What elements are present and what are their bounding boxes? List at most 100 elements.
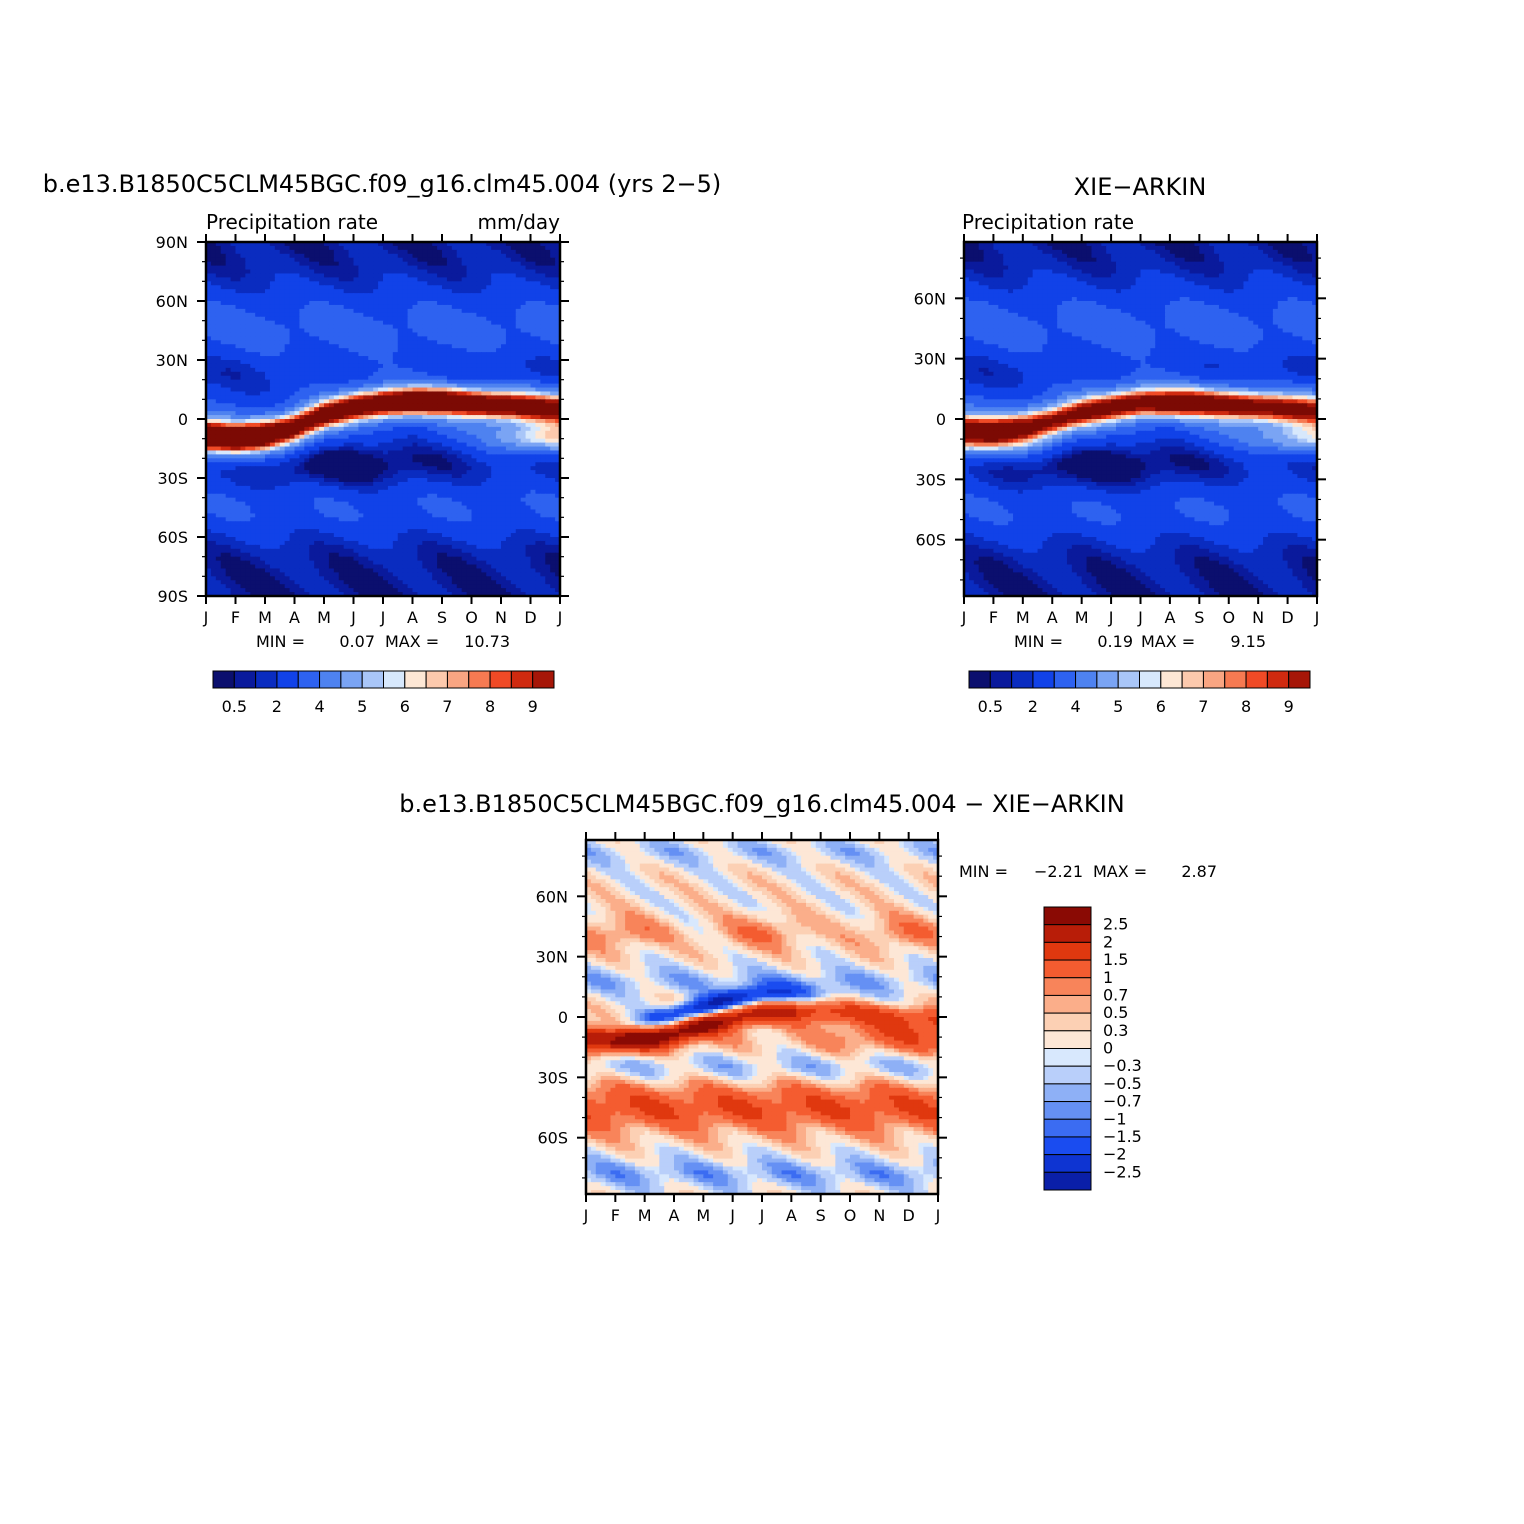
contour-cell (245, 493, 251, 499)
contour-cell (343, 273, 350, 278)
contour-cell (358, 257, 364, 263)
contour-cell (412, 261, 419, 267)
contour-cell (540, 344, 546, 349)
contour-cell (319, 293, 325, 298)
contour-cell (378, 403, 384, 408)
contour-cell (363, 505, 369, 511)
contour-cell (383, 367, 389, 373)
contour-cell (510, 363, 517, 369)
contour-cell (338, 289, 345, 294)
contour-cell (427, 269, 433, 275)
contour-cell (437, 430, 443, 436)
contour-cell (451, 297, 458, 302)
contour-cell (210, 497, 217, 503)
contour-cell (378, 438, 384, 444)
contour-cell (250, 383, 256, 389)
contour-cell (363, 320, 369, 326)
contour-cell (476, 387, 482, 393)
contour-cell (446, 253, 453, 259)
contour-cell (269, 422, 276, 428)
contour-cell (206, 493, 212, 499)
contour-cell (530, 312, 537, 318)
contour-cell (505, 324, 512, 330)
contour-cell (368, 269, 374, 275)
contour-cell (442, 289, 448, 294)
contour-cell (461, 344, 468, 349)
contour-cell (530, 454, 537, 459)
contour-cell (412, 419, 419, 424)
contour-cell (412, 336, 419, 341)
contour-cell (540, 395, 546, 400)
contour-cell (269, 297, 276, 302)
contour-cell (402, 265, 409, 271)
contour-cell (269, 375, 276, 381)
contour-cell (319, 253, 325, 259)
contour-cell (358, 340, 364, 345)
contour-cell (466, 312, 473, 318)
contour-cell (274, 387, 281, 393)
contour-cell (250, 481, 256, 487)
contour-cell (368, 249, 374, 255)
contour-cell (525, 395, 532, 400)
contour-cell (358, 474, 364, 479)
contour-cell (265, 281, 271, 286)
contour-cell (451, 481, 458, 487)
contour-cell (383, 316, 389, 322)
contour-cell (397, 434, 404, 440)
contour-cell (304, 379, 310, 385)
contour-cell (319, 249, 325, 255)
contour-cell (265, 293, 271, 298)
contour-cell (328, 450, 335, 455)
contour-cell (476, 375, 482, 381)
contour-cell (314, 415, 320, 420)
contour-cell (466, 422, 473, 428)
contour-cell (383, 352, 389, 357)
contour-cell (255, 513, 261, 518)
contour-cell (294, 434, 301, 440)
contour-cell (210, 489, 217, 495)
contour-cell (442, 509, 448, 514)
contour-cell (456, 454, 463, 459)
contour-cell (353, 249, 360, 255)
contour-cell (260, 269, 266, 275)
contour-cell (304, 363, 310, 369)
contour-cell (225, 411, 232, 416)
contour-cell (284, 470, 291, 475)
contour-cell (476, 379, 482, 385)
contour-cell (240, 426, 246, 432)
contour-cell (279, 285, 286, 290)
contour-cell (309, 304, 315, 310)
contour-cell (378, 328, 384, 334)
contour-cell (446, 458, 453, 463)
contour-cell (348, 489, 355, 495)
contour-cell (353, 509, 360, 514)
contour-cell (402, 316, 409, 322)
contour-cell (540, 493, 546, 499)
contour-cell (225, 415, 232, 420)
contour-cell (555, 430, 561, 436)
contour-cell (373, 344, 379, 349)
contour-cell (269, 454, 276, 459)
contour-cell (206, 403, 212, 408)
contour-cell (515, 450, 522, 455)
contour-cell (314, 489, 320, 495)
contour-cell (491, 371, 497, 377)
contour-cell (471, 297, 478, 302)
contour-cell (309, 442, 315, 448)
contour-cell (422, 509, 428, 514)
contour-cell (235, 320, 242, 326)
contour-cell (304, 446, 310, 452)
contour-cell (255, 415, 261, 420)
contour-cell (353, 379, 360, 385)
contour-cell (392, 391, 399, 396)
contour-cell (274, 297, 281, 302)
contour-cell (515, 399, 522, 404)
contour-cell (373, 249, 379, 255)
contour-cell (230, 497, 237, 503)
contour-cell (324, 316, 330, 322)
contour-cell (412, 391, 419, 396)
contour-cell (279, 466, 286, 471)
contour-cell (402, 411, 409, 416)
contour-cell (294, 316, 301, 322)
contour-cell (525, 434, 532, 440)
